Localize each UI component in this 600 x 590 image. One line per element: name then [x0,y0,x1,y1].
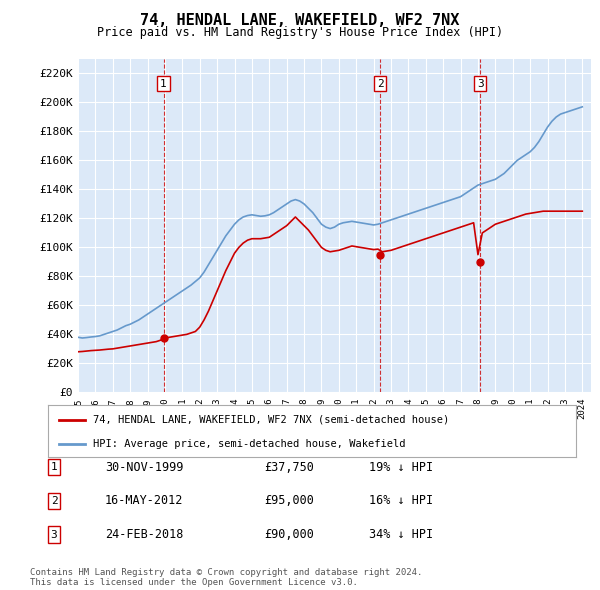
Text: 19% ↓ HPI: 19% ↓ HPI [369,461,433,474]
Text: 1: 1 [160,78,167,88]
Text: £37,750: £37,750 [264,461,314,474]
Text: £90,000: £90,000 [264,528,314,541]
Text: 74, HENDAL LANE, WAKEFIELD, WF2 7NX (semi-detached house): 74, HENDAL LANE, WAKEFIELD, WF2 7NX (sem… [93,415,449,425]
Text: This data is licensed under the Open Government Licence v3.0.: This data is licensed under the Open Gov… [30,578,358,587]
Text: 16% ↓ HPI: 16% ↓ HPI [369,494,433,507]
Text: 3: 3 [50,530,58,539]
Text: 1: 1 [50,463,58,472]
Text: 30-NOV-1999: 30-NOV-1999 [105,461,184,474]
Text: £95,000: £95,000 [264,494,314,507]
Text: 24-FEB-2018: 24-FEB-2018 [105,528,184,541]
Text: 74, HENDAL LANE, WAKEFIELD, WF2 7NX: 74, HENDAL LANE, WAKEFIELD, WF2 7NX [140,13,460,28]
Text: Contains HM Land Registry data © Crown copyright and database right 2024.: Contains HM Land Registry data © Crown c… [30,568,422,577]
Text: 34% ↓ HPI: 34% ↓ HPI [369,528,433,541]
Text: 3: 3 [477,78,484,88]
Text: 16-MAY-2012: 16-MAY-2012 [105,494,184,507]
Text: 2: 2 [377,78,383,88]
Text: 2: 2 [50,496,58,506]
Text: Price paid vs. HM Land Registry's House Price Index (HPI): Price paid vs. HM Land Registry's House … [97,26,503,39]
Text: HPI: Average price, semi-detached house, Wakefield: HPI: Average price, semi-detached house,… [93,439,406,449]
